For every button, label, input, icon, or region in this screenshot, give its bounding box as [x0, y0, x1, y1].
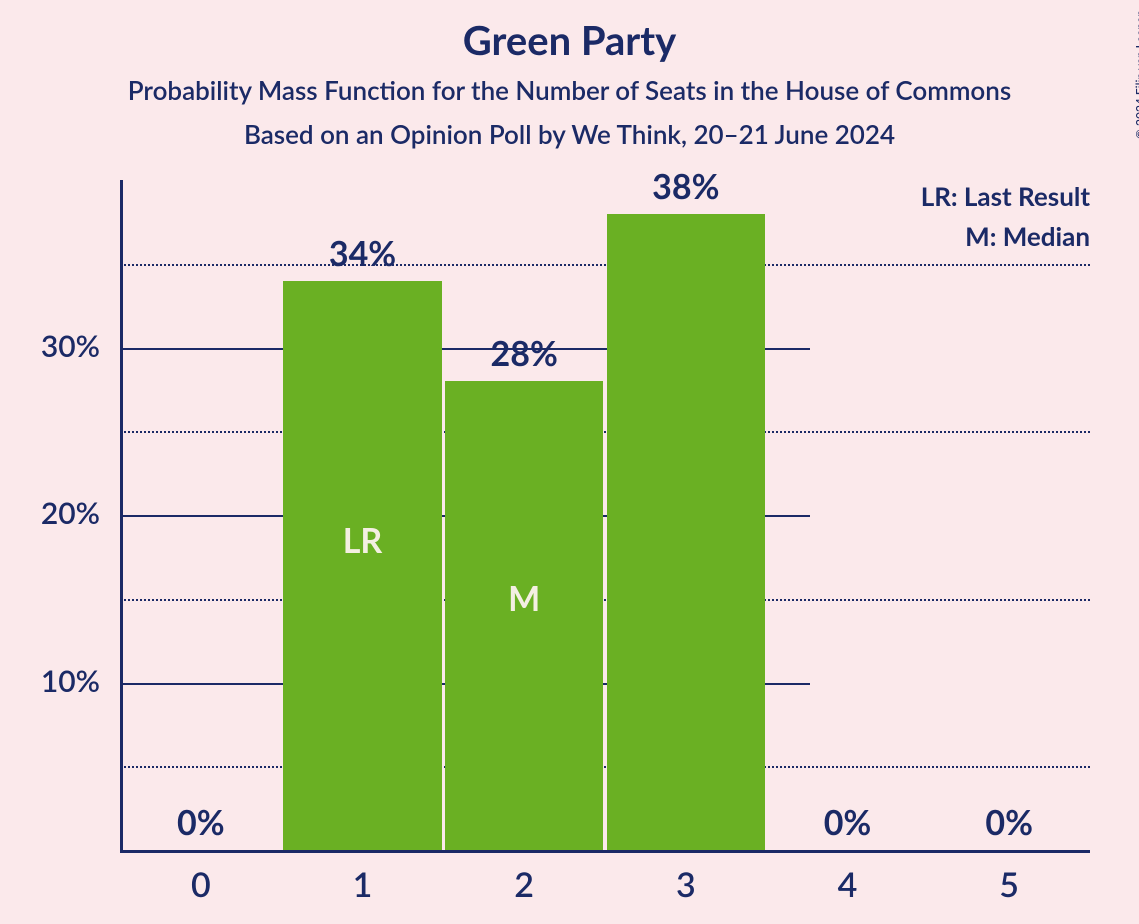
x-tick-label: 4: [788, 864, 908, 905]
legend-m: M: Median: [0, 220, 1090, 252]
bar-value-label: 0%: [121, 802, 281, 843]
bar-inner-label: M: [444, 578, 604, 619]
bar-value-label: 0%: [929, 802, 1089, 843]
bar-value-label: 28%: [444, 333, 604, 374]
grid-minor: [120, 599, 1090, 601]
bar: [283, 281, 441, 851]
chart-subtitle-2: Based on an Opinion Poll by We Think, 20…: [0, 118, 1139, 150]
chart-root: Green Party Probability Mass Function for…: [0, 0, 1139, 924]
grid-minor: [120, 264, 1090, 266]
bar-inner-label: LR: [283, 520, 443, 561]
y-axis: [120, 180, 123, 852]
x-tick-label: 1: [303, 864, 423, 905]
y-tick-label: 20%: [0, 495, 100, 531]
grid-minor: [120, 766, 1090, 768]
copyright: © 2024 Filip van Laenen: [1133, 10, 1139, 139]
legend-lr: LR: Last Result: [0, 180, 1090, 212]
bar-value-label: 0%: [768, 802, 928, 843]
chart-subtitle-1: Probability Mass Function for the Number…: [0, 74, 1139, 106]
x-tick-label: 2: [464, 864, 584, 905]
y-tick-label: 30%: [0, 328, 100, 364]
x-axis: [120, 850, 1090, 853]
bar: [607, 214, 765, 851]
grid-minor: [120, 431, 1090, 433]
y-tick-label: 10%: [0, 663, 100, 699]
x-tick-label: 5: [949, 864, 1069, 905]
chart-title: Green Party: [0, 16, 1139, 64]
x-tick-label: 3: [626, 864, 746, 905]
x-tick-label: 0: [141, 864, 261, 905]
